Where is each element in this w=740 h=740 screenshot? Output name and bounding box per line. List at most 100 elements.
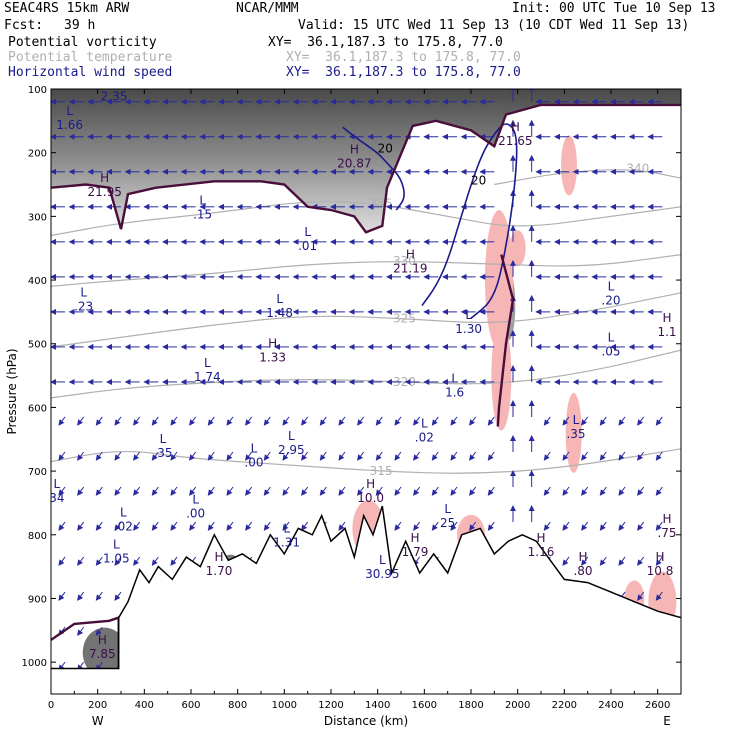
extremum-value: .00 [244, 456, 263, 470]
wind-vector [637, 591, 645, 601]
extremum-value: .35 [566, 427, 585, 441]
wind-vector [77, 556, 85, 566]
extremum-marker-L: L [379, 553, 386, 567]
wind-vector [394, 416, 402, 426]
wind-vector [189, 451, 197, 461]
extremum-value: 21.65 [498, 134, 532, 148]
extremum-value: 1.48 [266, 306, 293, 320]
wind-vector [543, 486, 551, 496]
extremum-marker-L: L [304, 225, 311, 239]
model-name: SEAC4RS 15km ARW [4, 1, 130, 16]
wind-vector [95, 416, 103, 426]
extremum-value: 1.79 [402, 545, 429, 559]
extremum-marker-H: H [214, 550, 223, 564]
forecast-label: Fcst: [4, 18, 44, 33]
wind-vector [637, 486, 645, 496]
wind-vector [487, 416, 495, 426]
wind-vector [301, 451, 309, 461]
x-tick-label: 2000 [505, 700, 530, 711]
wind-vector [543, 521, 551, 531]
y-tick-label: 500 [28, 340, 47, 351]
theta-contour-330 [51, 254, 681, 287]
extremum-marker-H: H [350, 142, 359, 156]
wind-vector [450, 521, 458, 531]
extremum-value: 2.95 [278, 443, 305, 457]
extremum-value: .02 [415, 430, 434, 444]
x-tick-label: 2400 [598, 700, 623, 711]
wind-vector [151, 521, 159, 531]
extremum-marker-H: H [655, 550, 664, 564]
wind-vector [95, 486, 103, 496]
wind-vector [301, 416, 309, 426]
wind-vector [487, 451, 495, 461]
theta-contour-320 [51, 349, 681, 399]
theta-contour-340 [494, 169, 681, 186]
extremum-value: .23 [74, 300, 93, 314]
wind-vector [637, 556, 645, 566]
extremum-marker-H: H [662, 512, 671, 526]
extremum-value: .02 [114, 519, 133, 533]
wind-vector [413, 451, 421, 461]
wind-vector [581, 556, 589, 566]
wind-vector [170, 416, 178, 426]
extremum-value: 21.95 [87, 185, 121, 199]
wind-vector [170, 556, 178, 566]
extremum-value: 2.35 [101, 90, 128, 104]
pink-shading-patch [509, 230, 526, 267]
valid-time: Valid: 15 UTC Wed 11 Sep 13 (10 CDT Wed … [298, 18, 690, 33]
extremum-value: 7.85 [89, 647, 116, 661]
field-theta-xy: XY= 36.1,187.3 to 175.8, 77.0 [286, 50, 521, 65]
wind-vector [450, 486, 458, 496]
wind-vector [599, 451, 607, 461]
x-tick-label: 800 [228, 700, 247, 711]
x-tick-label: 2200 [552, 700, 577, 711]
wind-vector [581, 451, 589, 461]
wind-vector [543, 416, 551, 426]
wind-vector [618, 556, 626, 566]
wind-vector [581, 486, 589, 496]
extremum-marker-H: H [406, 248, 415, 262]
extremum-marker-L: L [111, 76, 118, 90]
wind-vector [226, 416, 234, 426]
extremum-value: .15 [193, 207, 212, 221]
wind-vector [431, 451, 439, 461]
wind-vector [338, 451, 346, 461]
wind-vector [77, 416, 85, 426]
extremum-value: 1.31 [273, 535, 300, 549]
wind-vector [77, 591, 85, 601]
wind-vector [394, 451, 402, 461]
extremum-marker-L: L [66, 104, 73, 118]
x-axis-label: Distance (km) [324, 714, 408, 728]
wind-vector [618, 416, 626, 426]
wind-vector [394, 486, 402, 496]
extremum-marker-L: L [204, 356, 211, 370]
extremum-value: .01 [298, 239, 317, 253]
wind-vector [562, 486, 570, 496]
annotation-layer: L1.66L2.35H21.95L.15L.01H20.87H21.19H21.… [51, 76, 677, 661]
wind-vector [226, 451, 234, 461]
extremum-marker-H: H [511, 120, 520, 134]
wind-vector [95, 626, 103, 636]
wind-vector [319, 451, 327, 461]
wind-vector [114, 591, 122, 601]
extremum-marker-L: L [465, 308, 472, 322]
wind-vector [469, 521, 477, 531]
wind-vector [562, 451, 570, 461]
wind-vector [375, 451, 383, 461]
wind-vector [655, 521, 663, 531]
wind-vector [655, 556, 663, 566]
wind-vector [450, 416, 458, 426]
extremum-value: 1.05 [103, 551, 130, 565]
extremum-marker-H: H [98, 633, 107, 647]
wind-vector [319, 416, 327, 426]
x-tick-label: 1400 [365, 700, 390, 711]
wind-vector [95, 451, 103, 461]
wind-vector [562, 521, 570, 531]
wind-vector [58, 556, 66, 566]
y-tick-label: 1000 [22, 658, 47, 669]
wind-vector [618, 451, 626, 461]
wind-vector [599, 486, 607, 496]
wind-vector [263, 416, 271, 426]
wind-vector [469, 451, 477, 461]
y-axis-label: Pressure (hPa) [5, 348, 19, 434]
